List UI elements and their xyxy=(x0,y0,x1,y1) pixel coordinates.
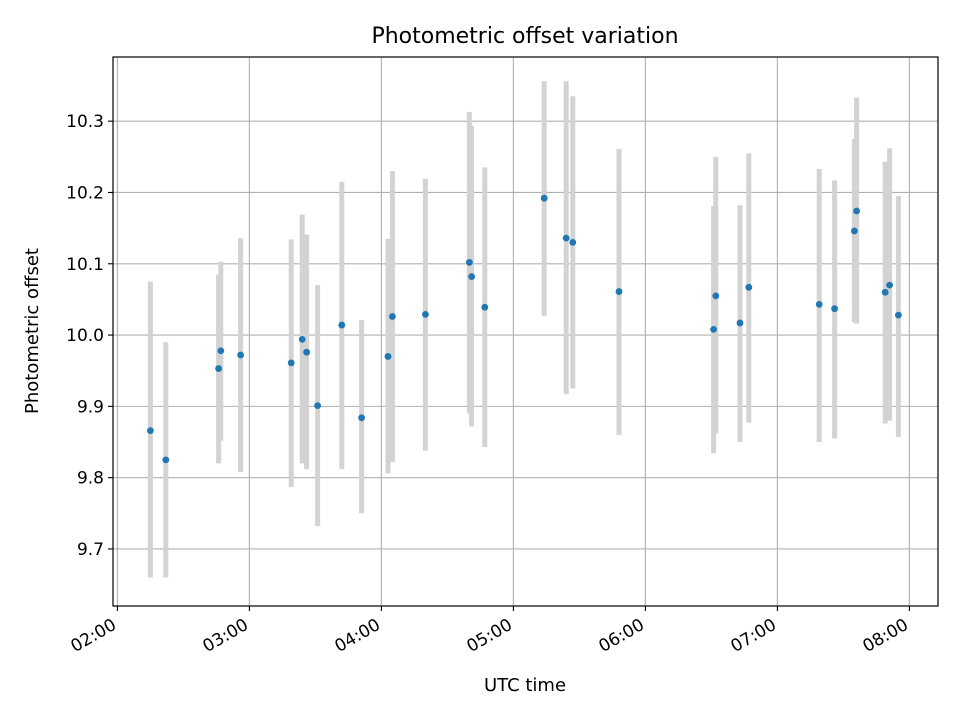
plot-area-frame xyxy=(112,56,939,607)
data-point xyxy=(468,273,475,280)
data-point xyxy=(314,402,321,410)
y-tick-label: 9.7 xyxy=(77,540,104,560)
data-point xyxy=(851,227,858,235)
data-point xyxy=(303,348,310,356)
data-point xyxy=(895,311,902,319)
data-point xyxy=(162,456,170,464)
chart-title: Photometric offset variation xyxy=(371,24,678,49)
y-axis-label: Photometric offset xyxy=(22,248,43,414)
data-point xyxy=(466,258,473,266)
data-point xyxy=(615,288,623,295)
data-point xyxy=(422,310,429,318)
y-tick-label: 10.2 xyxy=(66,183,104,203)
data-point xyxy=(853,207,860,215)
data-point xyxy=(384,353,392,360)
y-tick-label: 9.9 xyxy=(77,397,104,417)
data-point xyxy=(562,234,570,242)
data-point xyxy=(481,303,489,311)
data-point xyxy=(710,325,717,333)
data-point xyxy=(886,281,893,289)
data-point xyxy=(831,305,838,313)
data-point xyxy=(215,365,223,372)
data-point xyxy=(147,427,154,435)
data-points xyxy=(147,194,902,464)
y-tick-label: 9.8 xyxy=(77,469,104,489)
data-point xyxy=(338,321,346,329)
data-point xyxy=(569,238,577,246)
data-point xyxy=(389,313,396,320)
data-point xyxy=(881,288,889,296)
data-point xyxy=(736,319,744,327)
data-point xyxy=(815,301,823,308)
data-point xyxy=(298,335,306,343)
data-point xyxy=(217,347,225,355)
data-point xyxy=(745,283,753,291)
data-point xyxy=(358,414,365,422)
data-point xyxy=(540,194,548,202)
data-point xyxy=(712,292,720,300)
y-tick-label: 10.0 xyxy=(66,326,104,346)
data-point xyxy=(237,351,245,359)
y-axis-ticks: 9.7 9.8 9.9 10.0 10.1 10.2 10.3 xyxy=(66,112,113,560)
grid-lines xyxy=(113,57,938,606)
y-tick-label: 10.1 xyxy=(66,255,104,275)
x-axis-label: UTC time xyxy=(484,675,566,696)
data-point xyxy=(287,359,295,367)
y-tick-label: 10.3 xyxy=(66,112,104,132)
